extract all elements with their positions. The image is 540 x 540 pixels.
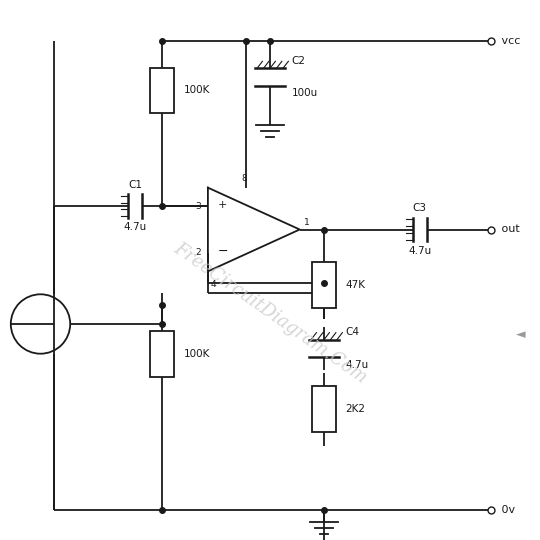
Text: 4.7u: 4.7u — [346, 360, 369, 370]
Text: 1: 1 — [304, 218, 310, 227]
Text: 47K: 47K — [346, 280, 366, 290]
Bar — [312, 386, 336, 432]
Text: FreeCircuitDiagram.Com: FreeCircuitDiagram.Com — [170, 239, 370, 387]
Text: ◄: ◄ — [516, 328, 526, 341]
Text: C1: C1 — [128, 180, 142, 190]
Text: +: + — [218, 200, 227, 210]
Bar — [150, 68, 174, 113]
Text: 8: 8 — [241, 174, 247, 184]
Text: vcc: vcc — [498, 36, 520, 45]
Bar — [312, 262, 336, 308]
Text: C4: C4 — [346, 327, 360, 337]
Text: out: out — [498, 225, 519, 234]
Text: 2K2: 2K2 — [346, 404, 366, 414]
Text: 100K: 100K — [184, 85, 210, 96]
Text: 4.7u: 4.7u — [123, 222, 147, 232]
Text: 2: 2 — [196, 248, 201, 258]
Text: 100K: 100K — [184, 349, 210, 359]
Text: −: − — [218, 245, 228, 258]
Text: 100u: 100u — [292, 88, 318, 98]
Text: C2: C2 — [292, 56, 306, 65]
Bar — [150, 330, 174, 377]
Text: 3: 3 — [195, 201, 201, 211]
Text: 0v: 0v — [498, 505, 515, 515]
Text: 4: 4 — [211, 280, 216, 289]
Text: C3: C3 — [413, 203, 427, 213]
Text: 4.7u: 4.7u — [408, 246, 431, 256]
